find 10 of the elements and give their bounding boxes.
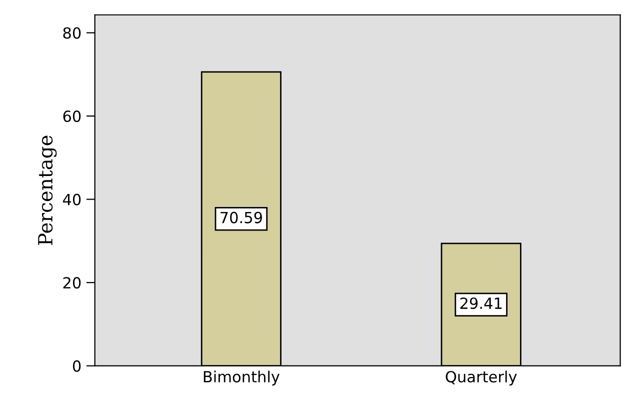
x-tick-label: Quarterly (446, 370, 517, 386)
x-tick-label: Bimonthly (204, 370, 280, 386)
y-tick-label: 40 (62, 194, 81, 206)
y-tick-label: 0 (72, 360, 81, 372)
y-axis-title: Percentage (38, 136, 57, 245)
y-tick-label: 20 (63, 277, 81, 289)
data-label: 70.59 (220, 212, 262, 224)
y-tick-label: 80 (63, 27, 81, 39)
data-label: 29.41 (460, 297, 502, 310)
y-tick-label: 60 (63, 110, 81, 122)
